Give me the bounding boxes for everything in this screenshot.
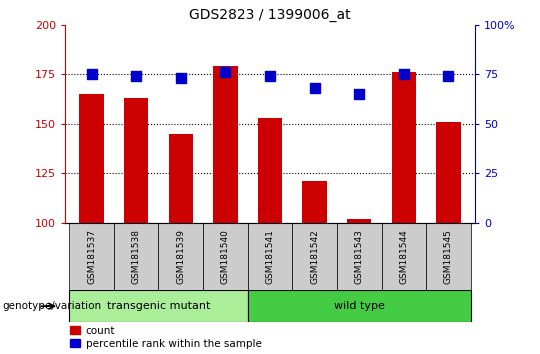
Bar [392, 72, 416, 223]
Bar [382, 223, 426, 290]
Text: GSM181541: GSM181541 [266, 229, 274, 284]
Text: GSM181540: GSM181540 [221, 229, 230, 284]
Bar [337, 223, 382, 290]
Text: GSM181539: GSM181539 [176, 229, 185, 284]
Text: GSM181537: GSM181537 [87, 229, 96, 284]
Bar [258, 118, 282, 223]
Bar [69, 223, 114, 290]
Bar [158, 223, 203, 290]
Bar [124, 98, 149, 223]
Point [355, 91, 363, 97]
Text: genotype/variation: genotype/variation [3, 301, 102, 311]
Point [266, 74, 274, 79]
Bar [436, 122, 461, 223]
Text: GSM181544: GSM181544 [399, 229, 408, 284]
Text: GSM181538: GSM181538 [132, 229, 141, 284]
Point [87, 72, 96, 77]
Bar [69, 290, 248, 322]
Bar [426, 223, 471, 290]
Bar [248, 290, 471, 322]
Bar [168, 134, 193, 223]
Point [177, 75, 185, 81]
Point [444, 74, 453, 79]
Point [400, 72, 408, 77]
Point [132, 74, 140, 79]
Bar [213, 67, 238, 223]
Bar [302, 181, 327, 223]
Text: GSM181545: GSM181545 [444, 229, 453, 284]
Text: wild type: wild type [334, 301, 384, 311]
Text: GSM181542: GSM181542 [310, 229, 319, 284]
Bar [248, 223, 292, 290]
Title: GDS2823 / 1399006_at: GDS2823 / 1399006_at [189, 8, 351, 22]
Legend: count, percentile rank within the sample: count, percentile rank within the sample [70, 326, 261, 349]
Text: GSM181543: GSM181543 [355, 229, 364, 284]
Bar [203, 223, 248, 290]
Bar [114, 223, 158, 290]
Bar [347, 219, 372, 223]
Point [221, 69, 230, 75]
Point [310, 85, 319, 91]
Text: transgenic mutant: transgenic mutant [107, 301, 210, 311]
Bar [79, 94, 104, 223]
Bar [292, 223, 337, 290]
